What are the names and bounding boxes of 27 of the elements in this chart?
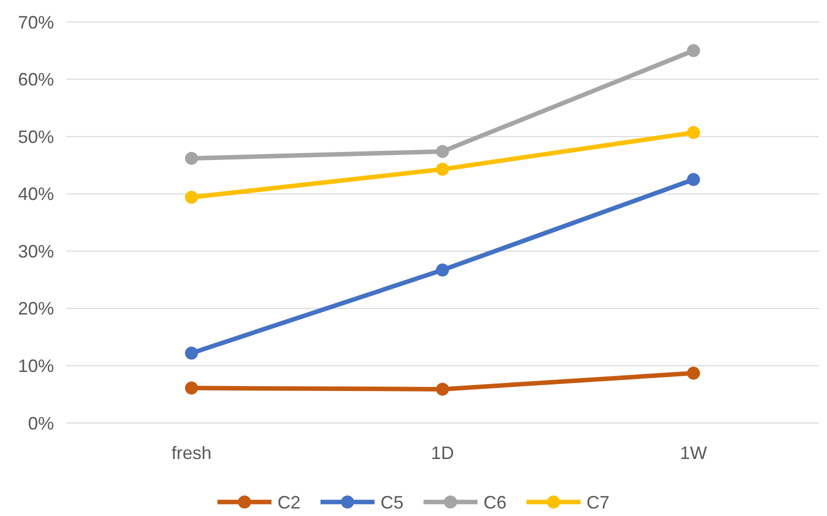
x-tick-label: 1D — [430, 443, 454, 463]
point — [185, 346, 198, 360]
point — [436, 264, 449, 277]
y-tick-label: 40% — [18, 184, 54, 204]
point — [687, 366, 700, 380]
legend-label: C2 — [278, 492, 301, 512]
point — [436, 382, 449, 396]
x-tick-label: 1W — [680, 443, 708, 463]
y-tick-label: 70% — [18, 12, 54, 32]
point — [687, 126, 700, 140]
y-tick-label: 30% — [18, 241, 54, 262]
point — [436, 144, 449, 158]
point — [436, 162, 449, 176]
x-tick-label: fresh — [171, 443, 212, 463]
point — [687, 44, 700, 58]
y-tick-label: 10% — [18, 356, 54, 376]
y-tick-label: 0% — [28, 413, 54, 434]
point — [185, 190, 198, 204]
point — [687, 173, 700, 186]
point — [185, 382, 198, 395]
legend-label: C7 — [586, 492, 610, 512]
y-tick-label: 50% — [18, 126, 54, 147]
legend-label: C6 — [484, 492, 507, 512]
point — [185, 152, 198, 165]
legend-label: C5 — [380, 492, 404, 512]
y-tick-label: 60% — [18, 70, 54, 90]
y-tick-label: 20% — [18, 298, 54, 319]
